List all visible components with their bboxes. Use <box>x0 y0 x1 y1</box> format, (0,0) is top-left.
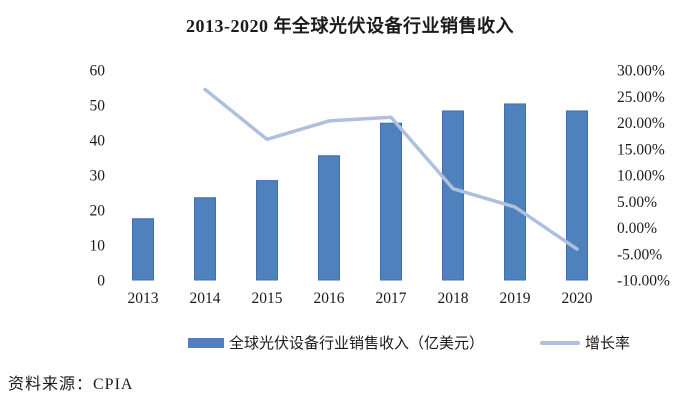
x-axis-category-label: 2016 <box>314 290 345 307</box>
revenue-bar <box>132 218 154 281</box>
growth-rate-line <box>203 87 579 251</box>
x-axis-category-label: 2013 <box>128 290 159 307</box>
chart-legend: 全球光伏设备行业销售收入（亿美元） 增长率 <box>188 332 630 353</box>
revenue-bar <box>380 122 402 281</box>
left-axis-tick-label: 40 <box>90 133 106 150</box>
right-axis-tick-label: 30.00% <box>617 63 665 80</box>
left-axis-tick-label: 0 <box>97 273 105 290</box>
revenue-bar <box>442 110 464 281</box>
left-axis-tick-label: 10 <box>90 238 106 255</box>
right-axis-tick-label: 0.00% <box>617 220 657 237</box>
left-axis-tick-label: 20 <box>90 203 106 220</box>
right-axis-tick-label: 10.00% <box>617 168 665 185</box>
chart-svg: 0 10 20 30 40 50 60 -10.00% -5.00% 0.00% 5.00% 10.0… <box>90 63 671 308</box>
revenue-bar <box>566 110 588 281</box>
right-axis-tick-label: -10.00% <box>617 273 670 290</box>
legend-growth-label: 增长率 <box>585 336 631 352</box>
right-axis-tick-label: 5.00% <box>617 194 657 211</box>
line-swatch-icon <box>540 340 581 345</box>
revenue-bar <box>194 197 216 281</box>
x-axis-category-label: 2019 <box>500 290 531 307</box>
legend-item-revenue: 全球光伏设备行业销售收入（亿美元） <box>188 332 484 353</box>
legend-revenue-label: 全球光伏设备行业销售收入（亿美元） <box>229 336 485 352</box>
revenue-bar <box>256 180 278 281</box>
left-axis-tick-label: 30 <box>90 168 106 185</box>
source-note: 资料来源：CPIA <box>8 376 134 393</box>
right-axis-tick-label: -5.00% <box>617 246 662 263</box>
x-axis-category-label: 2020 <box>562 290 593 307</box>
right-axis-tick-label: 25.00% <box>617 89 665 106</box>
legend-item-growth: 增长率 <box>540 332 630 353</box>
chart-title: 2013-2020 年全球光伏设备行业销售收入 <box>186 16 514 36</box>
x-axis-category-label: 2015 <box>252 290 283 307</box>
right-axis-tick-label: 20.00% <box>617 115 665 132</box>
revenue-bar <box>504 103 526 281</box>
x-axis-category-label: 2014 <box>190 290 221 307</box>
left-axis-tick-label: 50 <box>90 98 106 115</box>
left-axis-tick-label: 60 <box>90 63 106 80</box>
revenue-bar <box>318 155 340 281</box>
x-axis-category-label: 2018 <box>438 290 469 307</box>
right-axis-tick-label: 15.00% <box>617 141 665 158</box>
x-axis-category-label: 2017 <box>376 290 407 307</box>
bar-swatch-icon <box>188 337 224 348</box>
